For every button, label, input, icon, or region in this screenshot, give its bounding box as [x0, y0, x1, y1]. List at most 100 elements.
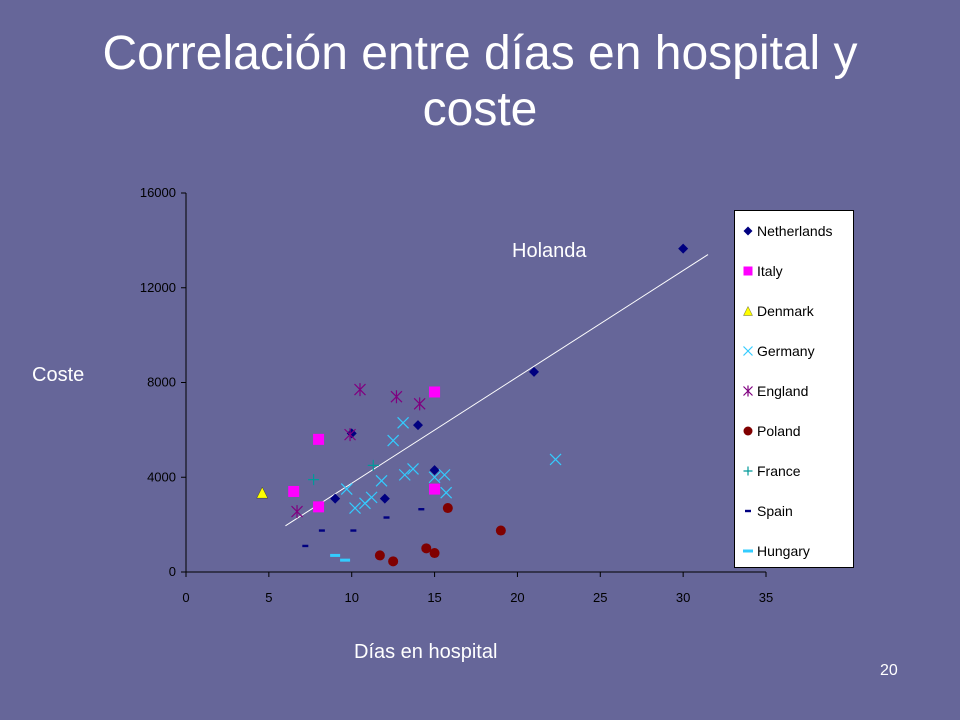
- legend-marker-poland: [743, 426, 753, 436]
- legend-marker-england: [743, 385, 753, 397]
- point-poland: [429, 548, 440, 559]
- slide-title: Correlación entre días en hospital y cos…: [102, 27, 858, 136]
- point-poland: [388, 556, 399, 567]
- legend-symbol: [743, 549, 753, 553]
- point-netherlands: [429, 465, 440, 476]
- point-hungary: [330, 553, 341, 557]
- legend-marker-spain: [745, 509, 751, 513]
- point-germany: [365, 491, 378, 504]
- legend-item-poland: Poland: [741, 421, 801, 441]
- legend-marker-netherlands: [743, 226, 753, 236]
- legend-item-spain: Spain: [741, 501, 793, 521]
- y-tick-label: 12000: [140, 280, 176, 295]
- chart-legend: Netherlands Italy Denmark Germany England Pol…: [734, 210, 854, 568]
- x-tick-label: 25: [593, 590, 607, 605]
- point-italy: [288, 485, 300, 497]
- point-england: [291, 505, 303, 519]
- page-number: 20: [880, 662, 898, 679]
- point-italy: [313, 501, 325, 513]
- chart-axes: 0 4000 8000 12000 16000 0 5 10 15 20 25 30 35: [140, 185, 773, 605]
- point-germany: [375, 474, 388, 487]
- point-hungary: [340, 558, 351, 562]
- point-spain: [383, 516, 390, 519]
- point-spain: [418, 508, 425, 511]
- legend-label: England: [757, 383, 809, 399]
- point-england: [390, 390, 403, 404]
- legend-symbol: [743, 306, 753, 316]
- point-germany: [407, 463, 419, 475]
- legend-label: Netherlands: [757, 223, 833, 239]
- x-tick-label: 10: [344, 590, 358, 605]
- legend-item-netherlands: Netherlands: [741, 221, 833, 241]
- point-germany: [440, 486, 453, 499]
- point-netherlands: [413, 420, 423, 431]
- point-france: [308, 474, 320, 486]
- point-germany: [428, 471, 441, 484]
- legend-item-germany: Germany: [741, 341, 815, 361]
- legend-marker-germany: [743, 346, 753, 356]
- legend-label: Hungary: [757, 543, 810, 559]
- legend-item-italy: Italy: [741, 261, 783, 281]
- point-germany: [397, 416, 410, 429]
- legend-marker-hungary: [743, 549, 753, 553]
- legend-marker-france: [743, 466, 753, 476]
- legend-label: Spain: [757, 503, 793, 519]
- x-tick-label: 5: [265, 590, 272, 605]
- point-netherlands: [678, 243, 689, 254]
- point-france: [367, 459, 379, 471]
- legend-symbol: [743, 466, 753, 476]
- y-tick-label: 16000: [140, 185, 176, 200]
- point-netherlands: [529, 366, 539, 377]
- point-spain: [350, 529, 357, 532]
- legend-symbol: [743, 226, 753, 236]
- y-tick-label: 4000: [147, 469, 176, 484]
- legend-symbol: [743, 346, 753, 356]
- legend-label: Denmark: [757, 303, 814, 319]
- point-poland: [495, 525, 506, 536]
- point-italy: [429, 483, 441, 495]
- point-germany: [387, 434, 400, 447]
- legend-label: Poland: [757, 423, 801, 439]
- legend-marker-denmark: [743, 306, 753, 316]
- legend-symbol: [743, 385, 753, 397]
- point-germany: [349, 502, 361, 514]
- point-netherlands: [330, 493, 341, 504]
- legend-item-hungary: Hungary: [741, 541, 810, 561]
- holanda-annotation: Holanda: [512, 240, 587, 262]
- trend-line: [285, 254, 709, 527]
- point-poland: [374, 550, 385, 561]
- x-tick-label: 20: [510, 590, 524, 605]
- point-spain: [302, 544, 309, 548]
- y-tick-label: 0: [169, 564, 176, 579]
- legend-label: France: [757, 463, 801, 479]
- y-axis-label: Coste: [32, 364, 85, 386]
- point-italy: [313, 433, 325, 445]
- legend-symbol: [743, 266, 753, 276]
- legend-marker-italy: [743, 266, 753, 276]
- point-germany: [549, 453, 562, 466]
- point-germany: [438, 468, 451, 481]
- legend-label: Germany: [757, 343, 815, 359]
- chart-marks: [256, 243, 709, 567]
- x-tick-label: 0: [182, 590, 189, 605]
- point-denmark: [256, 486, 268, 499]
- point-italy: [429, 386, 441, 398]
- point-germany: [340, 483, 353, 496]
- point-poland: [442, 503, 453, 514]
- x-tick-label: 30: [676, 590, 690, 605]
- point-england: [354, 383, 366, 397]
- point-poland: [421, 543, 432, 554]
- legend-symbol: [743, 426, 753, 436]
- point-england: [413, 397, 426, 411]
- y-tick-label: 8000: [147, 375, 176, 390]
- x-tick-label: 15: [427, 590, 441, 605]
- point-england: [344, 428, 356, 442]
- point-spain: [318, 529, 325, 532]
- legend-symbol: [745, 509, 751, 513]
- legend-label: Italy: [757, 263, 783, 279]
- x-axis-label: Días en hospital: [354, 641, 498, 663]
- legend-item-england: England: [741, 381, 808, 401]
- x-tick-label: 35: [759, 590, 773, 605]
- point-germany: [398, 468, 411, 481]
